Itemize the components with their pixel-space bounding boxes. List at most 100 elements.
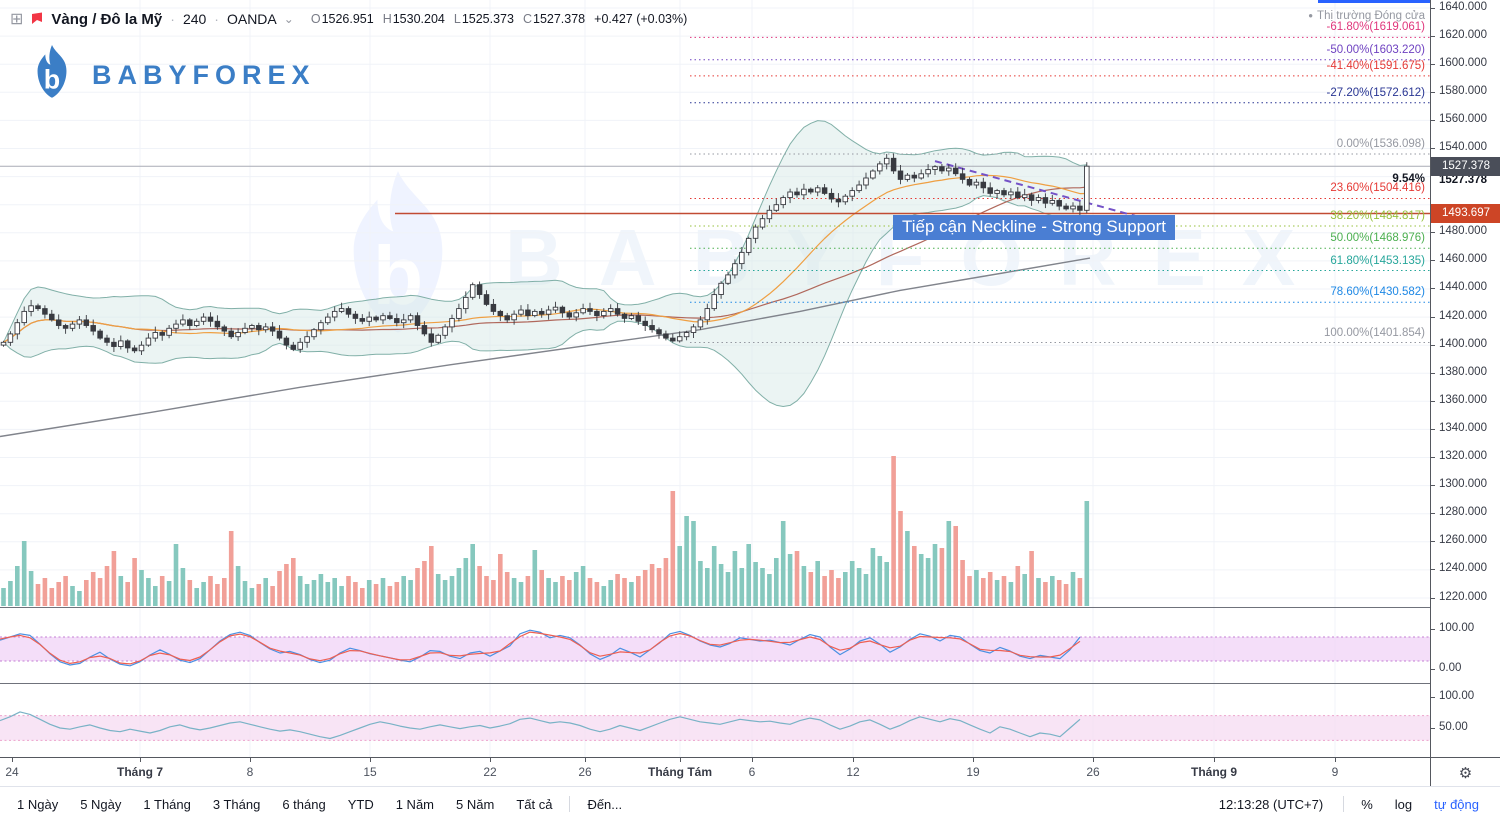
auto-scale-button[interactable]: tự động (1434, 796, 1479, 812)
time-tick-mark (1093, 758, 1094, 762)
stoch-axis-high: 100.00 (1430, 621, 1475, 634)
time-tick-label: 19 (966, 765, 980, 779)
price-tick: 1440.000 (1431, 281, 1487, 294)
time-tick-mark (1335, 758, 1336, 762)
neckline-price-badge: 1493.697 (1431, 204, 1500, 224)
range-button-3-tháng[interactable]: 3 Tháng (212, 796, 261, 812)
price-tick: 1600.000 (1431, 56, 1487, 69)
time-tick-mark (853, 758, 854, 762)
price-tick: 1340.000 (1431, 421, 1487, 434)
time-tick-label: 26 (1086, 765, 1100, 779)
svg-text:b: b (44, 64, 60, 94)
time-tick-mark (585, 758, 586, 762)
price-tick: 1300.000 (1431, 478, 1487, 491)
chart-canvas[interactable] (0, 0, 1430, 757)
price-tick: 1620.000 (1431, 28, 1487, 41)
fib-level-label: 23.60%(1504.416) (1330, 182, 1425, 195)
time-tick-mark (250, 758, 251, 762)
price-tick: 1560.000 (1431, 112, 1487, 125)
range-button-1-năm[interactable]: 1 Năm (395, 796, 435, 812)
time-tick-mark (973, 758, 974, 762)
gear-icon: ⚙ (1458, 764, 1473, 782)
fib-level-label: -61.80%(1619.061) (1326, 21, 1425, 34)
price-tick: 1420.000 (1431, 309, 1487, 322)
chart-pane[interactable]: BABYFOREX b ● Thị trường Đóng cửa -61.80%… (0, 0, 1430, 757)
time-tick-mark (490, 758, 491, 762)
toolbar-divider (569, 796, 571, 812)
time-tick-mark (752, 758, 753, 762)
fib-level-label: 78.60%(1430.582) (1330, 286, 1425, 299)
time-tick-label: Tháng Tám (647, 765, 713, 779)
rsi-axis-mid: 50.00 (1431, 720, 1468, 733)
price-tick: 1400.000 (1431, 337, 1487, 350)
time-tick-mark (370, 758, 371, 762)
time-axis[interactable]: 24 Tháng 7 8 15 22 26 Tháng Tám 6 12 19 26 Tháng 9 9… (0, 757, 1500, 787)
bottom-toolbar: 1 Ngày 5 Ngày 1 Tháng 3 Tháng 6 tháng YTD 1 Nă… (0, 786, 1500, 821)
clock[interactable]: 12:13:28 (UTC+7) (1218, 796, 1324, 812)
ohlc-item: O1526.951 (310, 12, 374, 26)
fib-level-label: -27.20%(1572.612) (1326, 86, 1425, 99)
fib-level-label: 38.20%(1484.817) (1330, 210, 1425, 222)
price-tick: 1220.000 (1431, 590, 1487, 603)
babyforex-logo: b BABYFOREX (24, 44, 316, 106)
range-button-5-ngày[interactable]: 5 Ngày (80, 796, 122, 812)
rsi-axis-high: 100.00 (1430, 689, 1475, 702)
price-tick: 1580.000 (1431, 84, 1487, 97)
add-symbol-icon[interactable]: ⊞ (10, 11, 24, 28)
price-tick: 1640.000 (1431, 0, 1487, 13)
time-tick-label: 12 (846, 765, 860, 779)
range-button-1-ngày[interactable]: 1 Ngày (17, 796, 59, 812)
stoch-axis-low: 0.00 (1430, 661, 1462, 674)
interval-button[interactable]: 240 (182, 11, 207, 27)
time-tick-label: 6 (748, 765, 756, 779)
axis-settings-button[interactable]: ⚙ (1430, 758, 1500, 787)
status-dot-icon: ● (1308, 11, 1314, 20)
ohlc-item: H1530.204 (382, 12, 445, 26)
price-axis[interactable]: 1640.000 1620.000 1600.000 1580.000 1560.000… (1430, 0, 1500, 757)
time-tick-label: 9 (1331, 765, 1339, 779)
price-tick: 1460.000 (1431, 253, 1487, 266)
time-tick-label: 26 (578, 765, 592, 779)
babyforex-wordmark: BABYFOREX (92, 59, 316, 90)
toolbar-divider (1343, 796, 1345, 812)
time-tick-label: Tháng 7 (116, 765, 164, 779)
range-button-ytd[interactable]: YTD (347, 796, 374, 812)
price-tick: 1540.000 (1431, 140, 1487, 153)
range-button-tất-cả[interactable]: Tất cả (516, 796, 553, 812)
time-tick-label: 15 (363, 765, 377, 779)
price-tick: 1240.000 (1431, 562, 1487, 575)
time-tick-mark (1214, 758, 1215, 762)
symbol-name[interactable]: Vàng / Đô la Mỹ (51, 10, 163, 28)
price-tick: 1320.000 (1431, 450, 1487, 463)
exchange-button[interactable]: OANDA (226, 11, 277, 27)
fib-level-label: 100.00%(1401.854) (1323, 326, 1425, 339)
log-scale-button[interactable]: log (1394, 796, 1413, 812)
market-status: ● Thị trường Đóng cửa (1308, 10, 1425, 22)
time-tick-mark (140, 758, 141, 762)
price-tick: 1360.000 (1431, 393, 1487, 406)
range-change-label: 9.54% (1392, 173, 1425, 185)
symbol-header: ⊞ Vàng / Đô la Mỹ · 240 · OANDA ⌄ O1526.… (10, 10, 688, 29)
fib-level-label: 61.80%(1453.135) (1330, 254, 1425, 267)
chevron-down-icon[interactable]: ⌄ (283, 12, 294, 26)
neckline-annotation[interactable]: Tiếp cận Neckline - Strong Support (893, 215, 1175, 240)
fib-level-label: 0.00%(1536.098) (1336, 137, 1425, 150)
time-tick-mark (12, 758, 13, 762)
time-tick-mark (680, 758, 681, 762)
percent-scale-button[interactable]: % (1361, 796, 1373, 812)
ohlc-item: C1527.378 (522, 12, 586, 26)
price-tick: 1480.000 (1431, 225, 1487, 238)
goto-date-button[interactable]: Đến... (587, 796, 623, 812)
range-button-5-năm[interactable]: 5 Năm (456, 796, 495, 812)
fib-level-label: -41.40%(1591.675) (1326, 59, 1425, 72)
price-change: +0.427 (+0.03%) (594, 12, 688, 26)
price-tick: 1380.000 (1431, 365, 1487, 378)
range-button-1-tháng[interactable]: 1 Tháng (143, 796, 191, 812)
time-tick-label: 22 (483, 765, 497, 779)
current-price-label: 1527.378 (1439, 174, 1487, 187)
last-price-badge: 1527.378 (1431, 156, 1500, 176)
offscreen-price-line (1318, 0, 1430, 3)
time-tick-label: 24 (5, 765, 19, 779)
time-tick-label: Tháng 9 (1190, 765, 1238, 779)
range-button-6-tháng[interactable]: 6 tháng (282, 796, 326, 812)
